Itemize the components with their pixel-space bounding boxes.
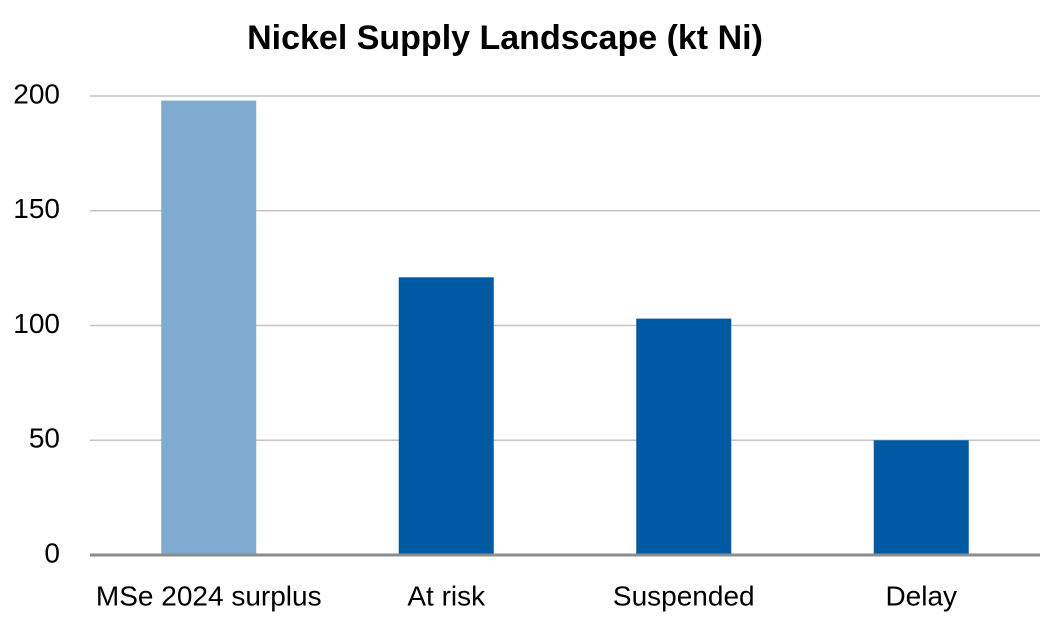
x-tick-label: At risk xyxy=(407,580,486,611)
bar xyxy=(636,318,732,555)
bar xyxy=(398,277,494,555)
chart-title: Nickel Supply Landscape (kt Ni) xyxy=(247,19,763,57)
x-tick-label: Delay xyxy=(885,580,957,611)
y-tick-label: 200 xyxy=(13,78,60,109)
y-tick-label: 0 xyxy=(44,537,60,568)
x-tick-label: Suspended xyxy=(613,580,755,611)
y-tick-label: 50 xyxy=(29,423,60,454)
y-tick-label: 100 xyxy=(13,308,60,339)
y-tick-label: 150 xyxy=(13,193,60,224)
bar xyxy=(161,100,257,555)
x-tick-label: MSe 2024 surplus xyxy=(96,580,322,611)
bar xyxy=(873,440,969,555)
